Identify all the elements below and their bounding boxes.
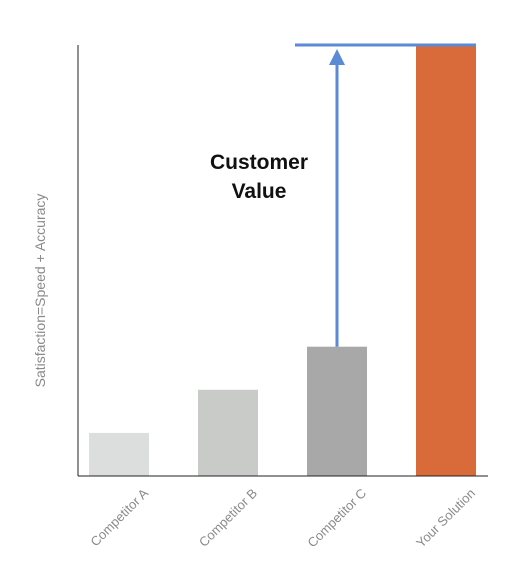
annotation-customer: Customer xyxy=(210,151,308,174)
x-tick-label: Competitor A xyxy=(87,485,151,549)
x-tick-label: Your Solution xyxy=(413,486,478,551)
bar-competitor-b xyxy=(198,389,258,476)
annotation-value: Value xyxy=(232,180,287,203)
x-tick-label: Competitor C xyxy=(304,486,369,551)
arrow-head-icon xyxy=(329,49,345,65)
bar-your-solution xyxy=(416,45,476,476)
bar-competitor-c xyxy=(307,346,367,476)
bar-competitor-a xyxy=(89,432,149,476)
y-axis-label: Satisfaction=Speed + Accuracy xyxy=(32,194,48,388)
x-tick-label: Competitor B xyxy=(196,486,260,550)
